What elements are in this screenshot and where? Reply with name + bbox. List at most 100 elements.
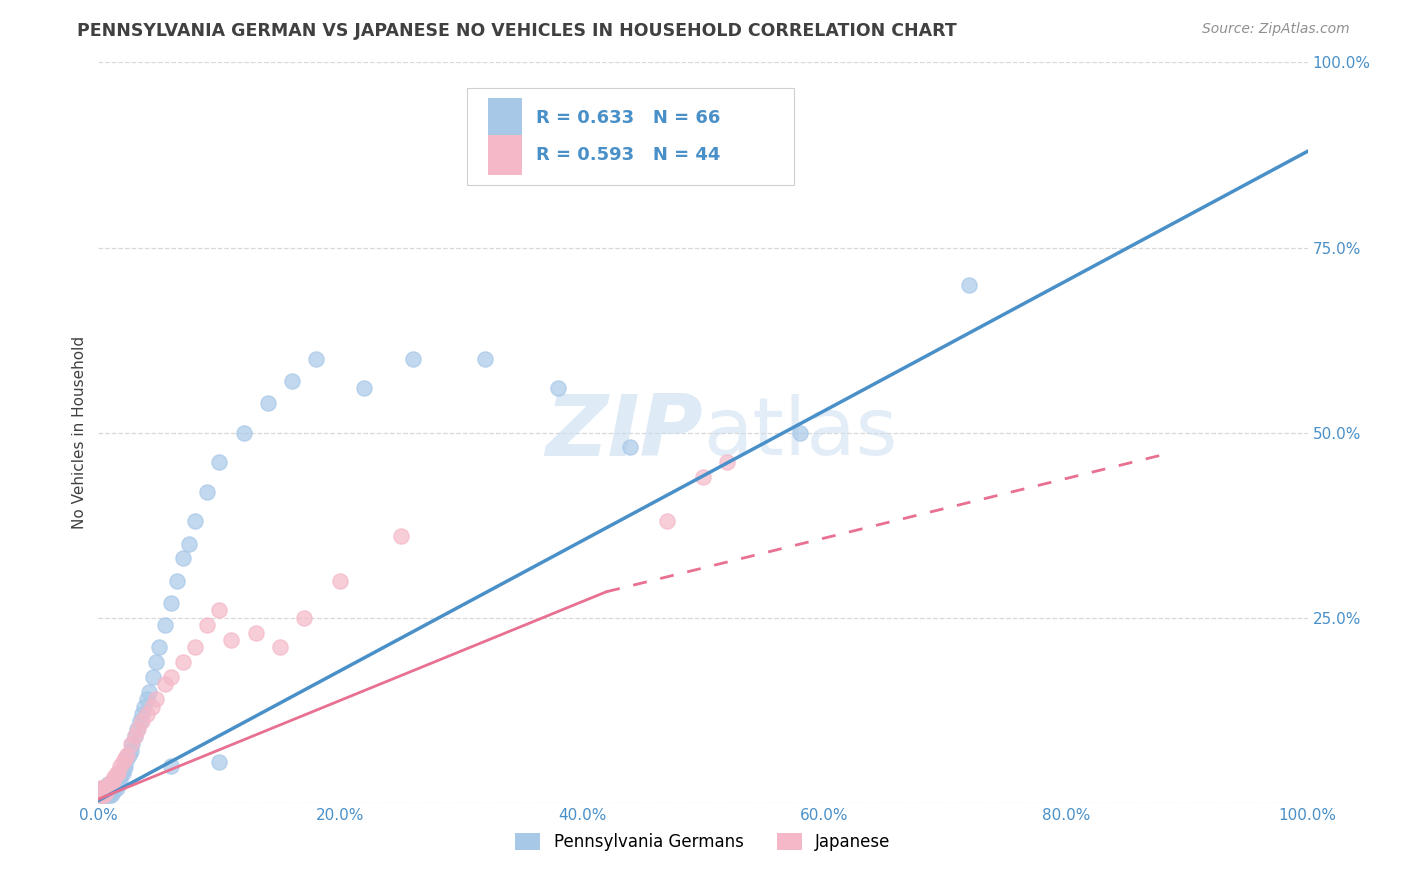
Point	[135, 692, 157, 706]
Point	[100, 789, 122, 803]
Point	[89, 789, 111, 803]
Point	[655, 515, 678, 529]
Point	[131, 706, 153, 721]
Point	[135, 706, 157, 721]
Point	[124, 729, 146, 743]
Point	[91, 780, 114, 795]
Point	[131, 714, 153, 729]
Point	[160, 758, 183, 772]
FancyBboxPatch shape	[488, 135, 522, 176]
Point	[94, 785, 117, 799]
Point	[108, 770, 131, 784]
Point	[208, 455, 231, 469]
Point	[789, 425, 811, 440]
Text: atlas: atlas	[703, 393, 897, 472]
Point	[195, 618, 218, 632]
Point	[118, 747, 141, 762]
Point	[98, 780, 121, 795]
Point	[94, 789, 117, 803]
Legend: Pennsylvania Germans, Japanese: Pennsylvania Germans, Japanese	[509, 826, 897, 857]
Point	[474, 351, 496, 366]
Point	[101, 785, 124, 799]
Point	[114, 758, 136, 772]
Point	[105, 780, 128, 795]
Point	[245, 625, 267, 640]
FancyBboxPatch shape	[467, 88, 793, 185]
Text: Source: ZipAtlas.com: Source: ZipAtlas.com	[1202, 22, 1350, 37]
Text: ZIP: ZIP	[546, 391, 703, 475]
Point	[142, 670, 165, 684]
Point	[93, 789, 115, 803]
Point	[96, 789, 118, 803]
Point	[120, 737, 142, 751]
Point	[94, 785, 117, 799]
Point	[145, 692, 167, 706]
Point	[100, 773, 122, 788]
Point	[269, 640, 291, 655]
Point	[101, 773, 124, 788]
Point	[111, 766, 134, 780]
Point	[107, 777, 129, 791]
Point	[184, 640, 207, 655]
Point	[148, 640, 170, 655]
Point	[221, 632, 243, 647]
Point	[114, 751, 136, 765]
Point	[134, 699, 156, 714]
Point	[91, 789, 114, 803]
Point	[97, 785, 120, 799]
Y-axis label: No Vehicles in Household: No Vehicles in Household	[72, 336, 87, 529]
Point	[292, 610, 315, 624]
Point	[128, 714, 150, 729]
Point	[105, 766, 128, 780]
Point	[93, 789, 115, 803]
Point	[101, 773, 124, 788]
Point	[117, 751, 139, 765]
Point	[91, 789, 114, 803]
Point	[184, 515, 207, 529]
Point	[112, 763, 135, 777]
Point	[389, 529, 412, 543]
Point	[96, 780, 118, 795]
Text: R = 0.633   N = 66: R = 0.633 N = 66	[536, 109, 720, 127]
Point	[124, 729, 146, 743]
Point	[90, 789, 112, 803]
Point	[547, 381, 569, 395]
Point	[195, 484, 218, 499]
Point	[256, 396, 278, 410]
Point	[107, 766, 129, 780]
Point	[91, 780, 114, 795]
Point	[141, 699, 163, 714]
Point	[108, 758, 131, 772]
FancyBboxPatch shape	[488, 97, 522, 138]
Point	[120, 744, 142, 758]
Point	[353, 381, 375, 395]
Point	[104, 777, 127, 791]
Point	[105, 770, 128, 784]
Point	[97, 780, 120, 795]
Point	[160, 670, 183, 684]
Point	[153, 618, 176, 632]
Point	[90, 780, 112, 795]
Point	[100, 777, 122, 791]
Point	[127, 722, 149, 736]
Point	[121, 737, 143, 751]
Point	[89, 789, 111, 803]
Point	[179, 536, 201, 550]
Point	[208, 755, 231, 769]
Point	[281, 374, 304, 388]
Point	[305, 351, 328, 366]
Point	[90, 785, 112, 799]
Point	[117, 747, 139, 762]
Point	[166, 574, 188, 588]
Point	[160, 596, 183, 610]
Point	[716, 455, 738, 469]
Point	[145, 655, 167, 669]
Point	[103, 780, 125, 795]
Point	[108, 773, 131, 788]
Point	[232, 425, 254, 440]
Point	[172, 655, 194, 669]
Point	[91, 780, 114, 795]
Point	[98, 777, 121, 791]
Point	[91, 789, 114, 803]
Point	[103, 770, 125, 784]
